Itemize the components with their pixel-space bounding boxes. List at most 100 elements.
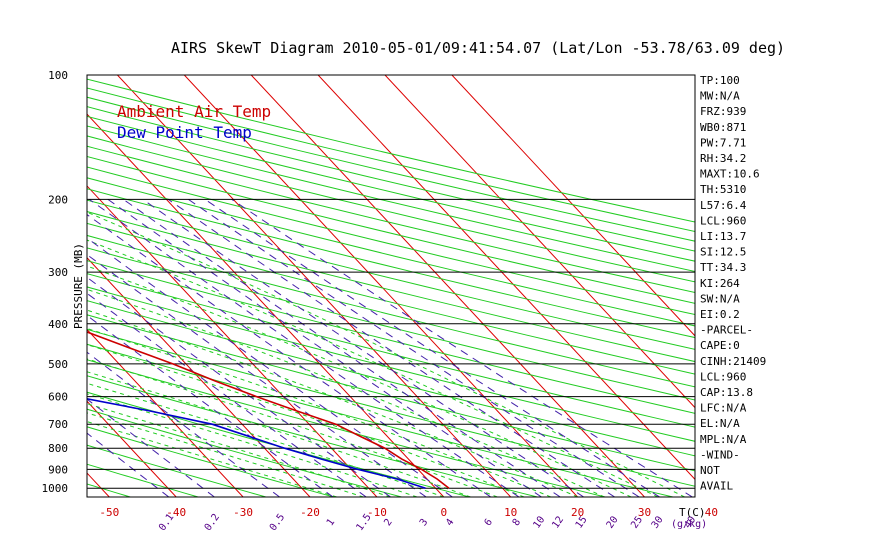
- sounding-index: SW:N/A: [700, 292, 740, 305]
- mixing-ratio-label: 3: [418, 517, 430, 528]
- sounding-index: AVAIL: [700, 480, 733, 493]
- isotherm-line: [451, 75, 695, 337]
- mixing-ratio-label: 1: [325, 517, 337, 528]
- bottom-temperature-label: 30: [638, 506, 651, 519]
- dry-adiabat-line: [87, 135, 695, 283]
- mixing-ratio-line: [87, 213, 492, 497]
- sounding-index: -WIND-: [700, 448, 740, 461]
- mixing-ratio-lines: [87, 198, 693, 497]
- isotherm-line: [384, 75, 695, 409]
- mixing-ratio-line: [87, 432, 170, 497]
- moist-adiabat-line: [87, 421, 337, 497]
- dry-adiabat-line: [87, 166, 695, 316]
- mixing-ratio-line: [107, 198, 542, 497]
- dry-adiabat-line: [87, 286, 695, 442]
- isotherm-line: [87, 328, 244, 497]
- dry-adiabat-line: [87, 199, 695, 350]
- moist-adiabat-line: [87, 327, 551, 497]
- dry-adiabat-line: [87, 155, 695, 304]
- moist-adiabat-line: [87, 358, 498, 497]
- dry-adiabat-line: [87, 328, 695, 487]
- sounding-index: TT:34.3: [700, 261, 746, 274]
- bottom-temperature-label: -10: [367, 506, 387, 519]
- isotherm-line: [117, 75, 512, 497]
- dry-adiabat-line: [87, 115, 695, 262]
- mixing-ratio-line: [89, 198, 520, 497]
- mixing-ratio-line: [87, 276, 391, 497]
- mixing-ratio-line: [142, 198, 584, 497]
- plot-grid: [87, 75, 695, 497]
- sounding-index: WB0:871: [700, 121, 746, 134]
- bottom-temperature-label: -20: [300, 506, 320, 519]
- mixing-ratio-line: [204, 198, 660, 497]
- pressure-tick-label: 400: [48, 318, 68, 331]
- bottom-temperature-label: -40: [166, 506, 186, 519]
- sounding-index: LI:13.7: [700, 230, 746, 243]
- profile-line: [87, 397, 426, 489]
- mixing-ratio-line: [87, 398, 215, 497]
- dry-adiabat-line: [87, 234, 695, 388]
- mixing-ratio-line: [123, 198, 561, 497]
- pressure-tick-label: 500: [48, 358, 68, 371]
- dry-adiabat-line: [87, 359, 606, 497]
- sounding-index: CAPE:0: [700, 339, 740, 352]
- chart-legend: Ambient Air Temp Dew Point Temp: [117, 102, 271, 142]
- bottom-temperature-label: 0: [440, 506, 447, 519]
- chart-title: AIRS SkewT Diagram 2010-05-01/09:41:54.0…: [171, 39, 785, 57]
- sounding-index: PW:7.71: [700, 136, 746, 149]
- isotherm-line: [317, 75, 695, 481]
- legend-ambient-air-temp: Ambient Air Temp: [117, 102, 271, 121]
- pressure-tick-label: 200: [48, 193, 68, 206]
- isotherm-line: [87, 256, 311, 497]
- sounding-index: L57:6.4: [700, 199, 747, 212]
- pressure-tick-label: 100: [48, 69, 68, 82]
- moist-adiabat-line: [87, 239, 659, 497]
- y-axis-label: PRESSURE (MB): [72, 243, 85, 329]
- dry-adiabat-line: [87, 314, 695, 472]
- sounding-index: EL:N/A: [700, 417, 740, 430]
- moist-adiabat-line: [87, 393, 418, 497]
- sounding-index: MW:N/A: [700, 90, 740, 103]
- sounding-index: TP:100: [700, 74, 740, 87]
- mixing-ratio-line: [87, 292, 367, 497]
- isotherm-line: [87, 400, 177, 497]
- dry-adiabat-line: [87, 300, 695, 457]
- pressure-tick-labels: 100 200 300 400 500 600 700 800 900 1000: [42, 69, 69, 495]
- sounding-index: EI:0.2: [700, 308, 740, 321]
- mixing-ratio-line: [87, 351, 280, 497]
- dry-adiabat-line: [87, 145, 695, 294]
- sounding-index: SI:12.5: [700, 246, 746, 259]
- pressure-tick-label: 300: [48, 266, 68, 279]
- mixing-ratio-line: [87, 237, 453, 497]
- dry-adiabat-line: [87, 247, 695, 401]
- bottom-temperature-label: -30: [233, 506, 253, 519]
- pressure-tick-label: 600: [48, 391, 68, 404]
- sounding-index: MPL:N/A: [700, 433, 747, 446]
- pressure-tick-label: 1000: [42, 482, 69, 495]
- sounding-index: KI:264: [700, 277, 740, 290]
- dry-adiabat-line: [87, 177, 695, 327]
- mixing-ratio-label: 4: [444, 517, 456, 528]
- dry-adiabat-line: [87, 444, 267, 497]
- mixing-ratio-label: 8: [511, 517, 523, 528]
- mixing-ratio-label: 6: [483, 517, 495, 528]
- mixing-ratio-line: [87, 253, 427, 497]
- bottom-temperature-label: -50: [99, 506, 119, 519]
- mixing-ratio-line: [231, 198, 693, 497]
- moist-adiabat-line: [87, 288, 605, 497]
- sounding-index: LFC:N/A: [700, 402, 747, 415]
- pressure-tick-label: 700: [48, 418, 68, 431]
- mixing-ratio-line: [167, 198, 615, 497]
- dry-adiabat-line: [87, 463, 199, 497]
- plot-frame: [86, 74, 696, 498]
- bottom-temperature-label: 10: [504, 506, 517, 519]
- dry-adiabat-line: [87, 222, 695, 375]
- sounding-index: MAXT:10.6: [700, 168, 760, 181]
- sounding-index: -PARCEL-: [700, 324, 753, 337]
- sounding-index: CINH:21409: [700, 355, 766, 368]
- isotherm-line: [87, 113, 445, 497]
- moist-adiabat-line: [87, 211, 685, 497]
- moist-adiabat-line: [87, 309, 578, 497]
- dry-adiabat-line: [87, 343, 674, 497]
- sounding-index: LCL:960: [700, 214, 746, 227]
